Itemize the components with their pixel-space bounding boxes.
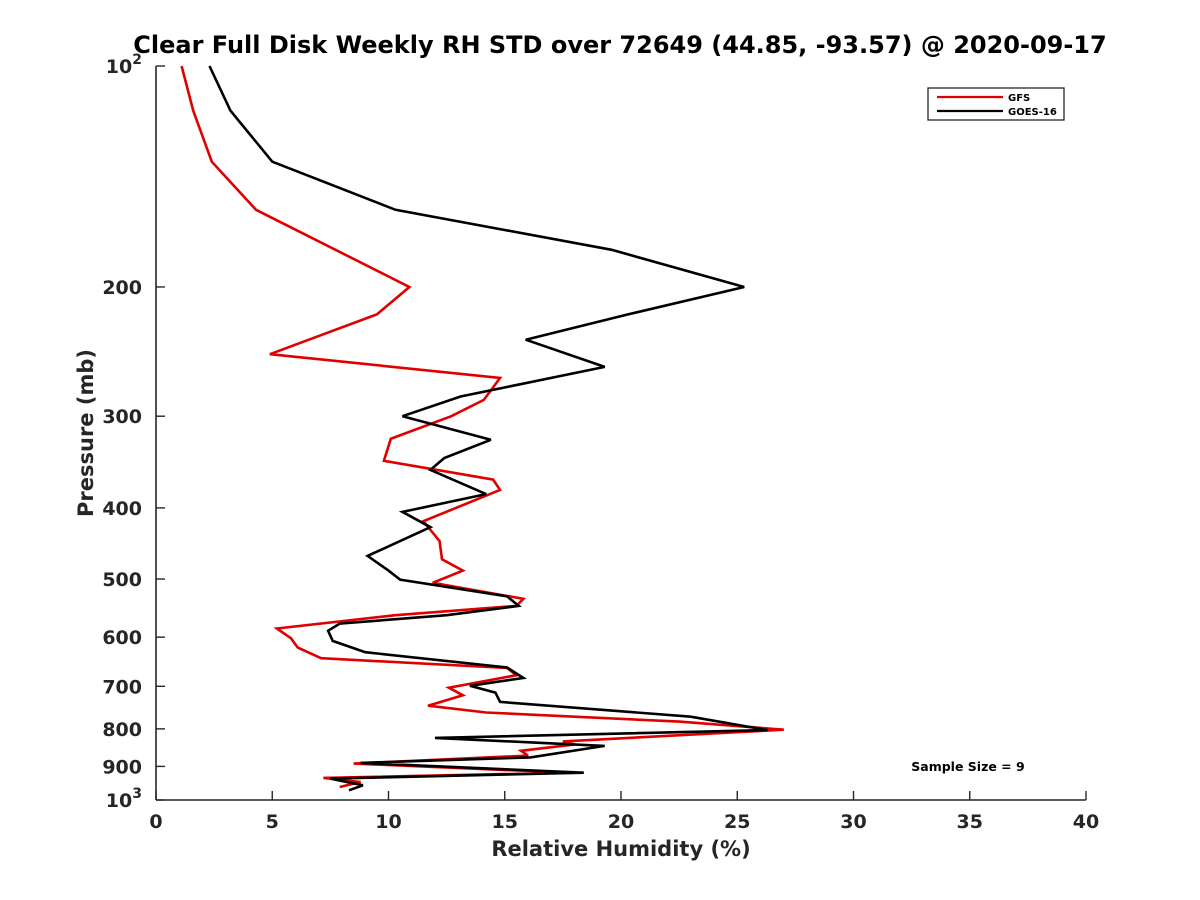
- x-axis-label: Relative Humidity (%): [491, 837, 750, 861]
- x-tick-label: 0: [149, 811, 162, 833]
- y-axis-ticks: 102 200 300 400 500 600 700 800 900 103: [102, 52, 165, 812]
- legend-label-goes16: GOES-16: [1008, 107, 1057, 118]
- legend: GFS GOES-16: [927, 87, 1065, 121]
- y-tick-label: 103: [106, 786, 142, 812]
- chart-title: Clear Full Disk Weekly RH STD over 72649…: [133, 31, 1106, 59]
- y-tick-label: 900: [102, 756, 142, 778]
- y-tick-label: 400: [102, 498, 142, 520]
- sample-size-annotation: Sample Size = 9: [911, 759, 1024, 774]
- plot-area: [180, 65, 784, 792]
- x-tick-label: 30: [840, 811, 866, 833]
- y-tick-label: 600: [102, 627, 142, 649]
- x-tick-label: 35: [957, 811, 983, 833]
- y-tick-label: 102: [106, 52, 142, 78]
- x-axis-ticks: 0 5 10 15 20 25 30 35 40: [149, 791, 1099, 833]
- x-tick-label: 40: [1073, 811, 1099, 833]
- y-axis-label: Pressure (mb): [74, 349, 98, 517]
- x-tick-label: 10: [375, 811, 401, 833]
- series-line-gfs: [180, 65, 784, 789]
- legend-box: [927, 87, 1065, 121]
- series-line-goes16: [208, 65, 768, 792]
- x-tick-label: 20: [608, 811, 634, 833]
- y-tick-label: 800: [102, 719, 142, 741]
- y-tick-label: 300: [102, 406, 142, 428]
- y-tick-label: 200: [102, 277, 142, 299]
- y-tick-label: 500: [102, 569, 142, 591]
- x-tick-label: 15: [492, 811, 518, 833]
- legend-label-gfs: GFS: [1008, 93, 1030, 104]
- x-tick-label: 5: [266, 811, 279, 833]
- x-tick-label: 25: [724, 811, 750, 833]
- y-tick-label: 700: [102, 676, 142, 698]
